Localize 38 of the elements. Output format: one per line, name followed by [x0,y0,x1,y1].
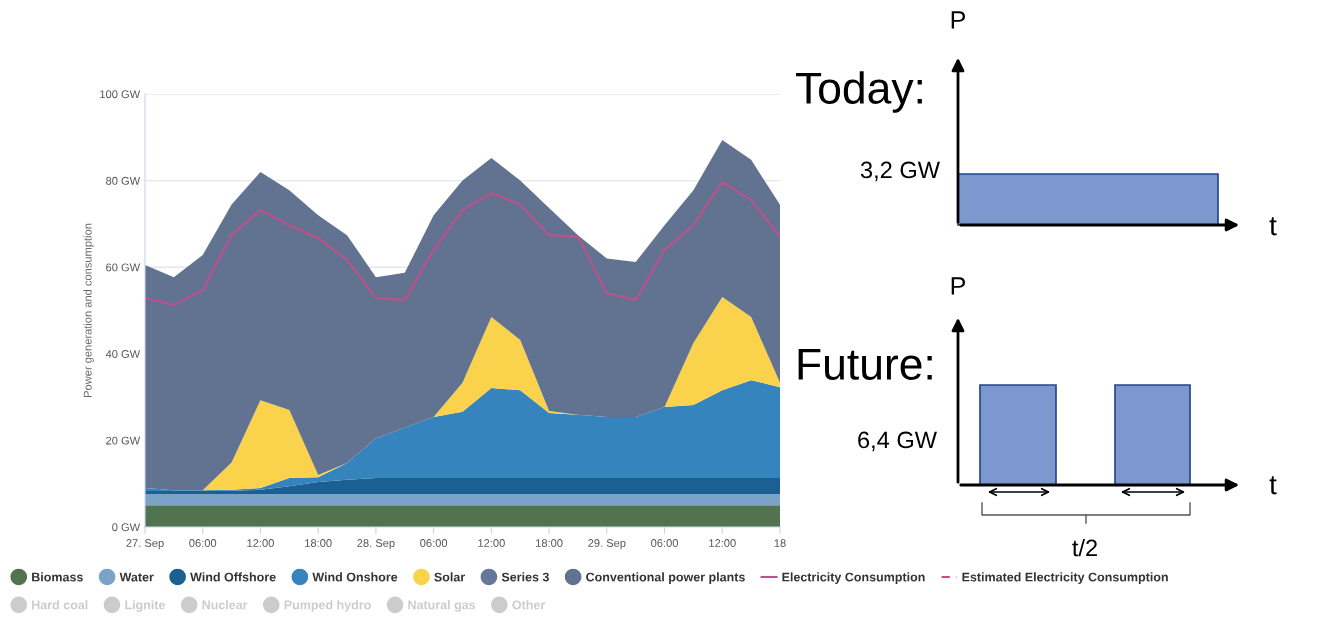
legend-label: Solar [434,572,465,582]
x-tick-label: 06:00 [651,539,679,547]
x-tick-label: 12:00 [247,539,274,547]
legend-label: Conventional power plants [586,572,745,584]
text: P [951,277,966,295]
legend-label: Estimated Electricity Consumption [962,572,1168,584]
legend-label: Electricity Consumption [782,572,925,584]
legend-label: Wind Offshore [190,572,276,582]
text: Future: [798,348,932,380]
text: 3,2 GW [860,161,940,182]
y-tick-label: 100 GW [100,90,141,99]
text: t [1269,476,1277,495]
text: P [951,11,966,29]
x-tick-label: 12:00 [478,539,505,547]
legend-label: Series 3 [501,572,549,582]
x-tick-label: 28. Sep [357,539,395,550]
text: Today: [796,71,922,113]
text: t [1269,217,1277,236]
line-series [145,180,780,306]
x-tick-label: 06:00 [189,539,217,547]
legend-label: Water [119,572,154,582]
text: t/2 [1072,538,1097,557]
x-tick-label: 18 [774,539,786,547]
x-tick-label: 18:00 [305,539,332,547]
y-tick-label: 40 GW [105,350,141,358]
x-tick-label: 27. Sep [126,539,164,550]
x-tick-label: 06:00 [420,539,448,547]
legend-label: Wind Onshore [312,572,398,582]
x-tick-label: 29. Sep [588,539,626,550]
x-tick-label: 18:00 [536,539,563,547]
legend-label: Biomass [32,572,83,582]
y-tick-label: 60 GW [106,263,141,272]
y-tick-label: 20 GW [106,436,141,445]
x-tick-label: 12:00 [709,539,736,547]
y-tick-label: 0 GW [112,523,141,532]
text: 6,4 GW [858,431,937,452]
y-tick-label: 80 GW [106,176,141,185]
y-axis-title: Power generation and consumption [83,223,94,397]
